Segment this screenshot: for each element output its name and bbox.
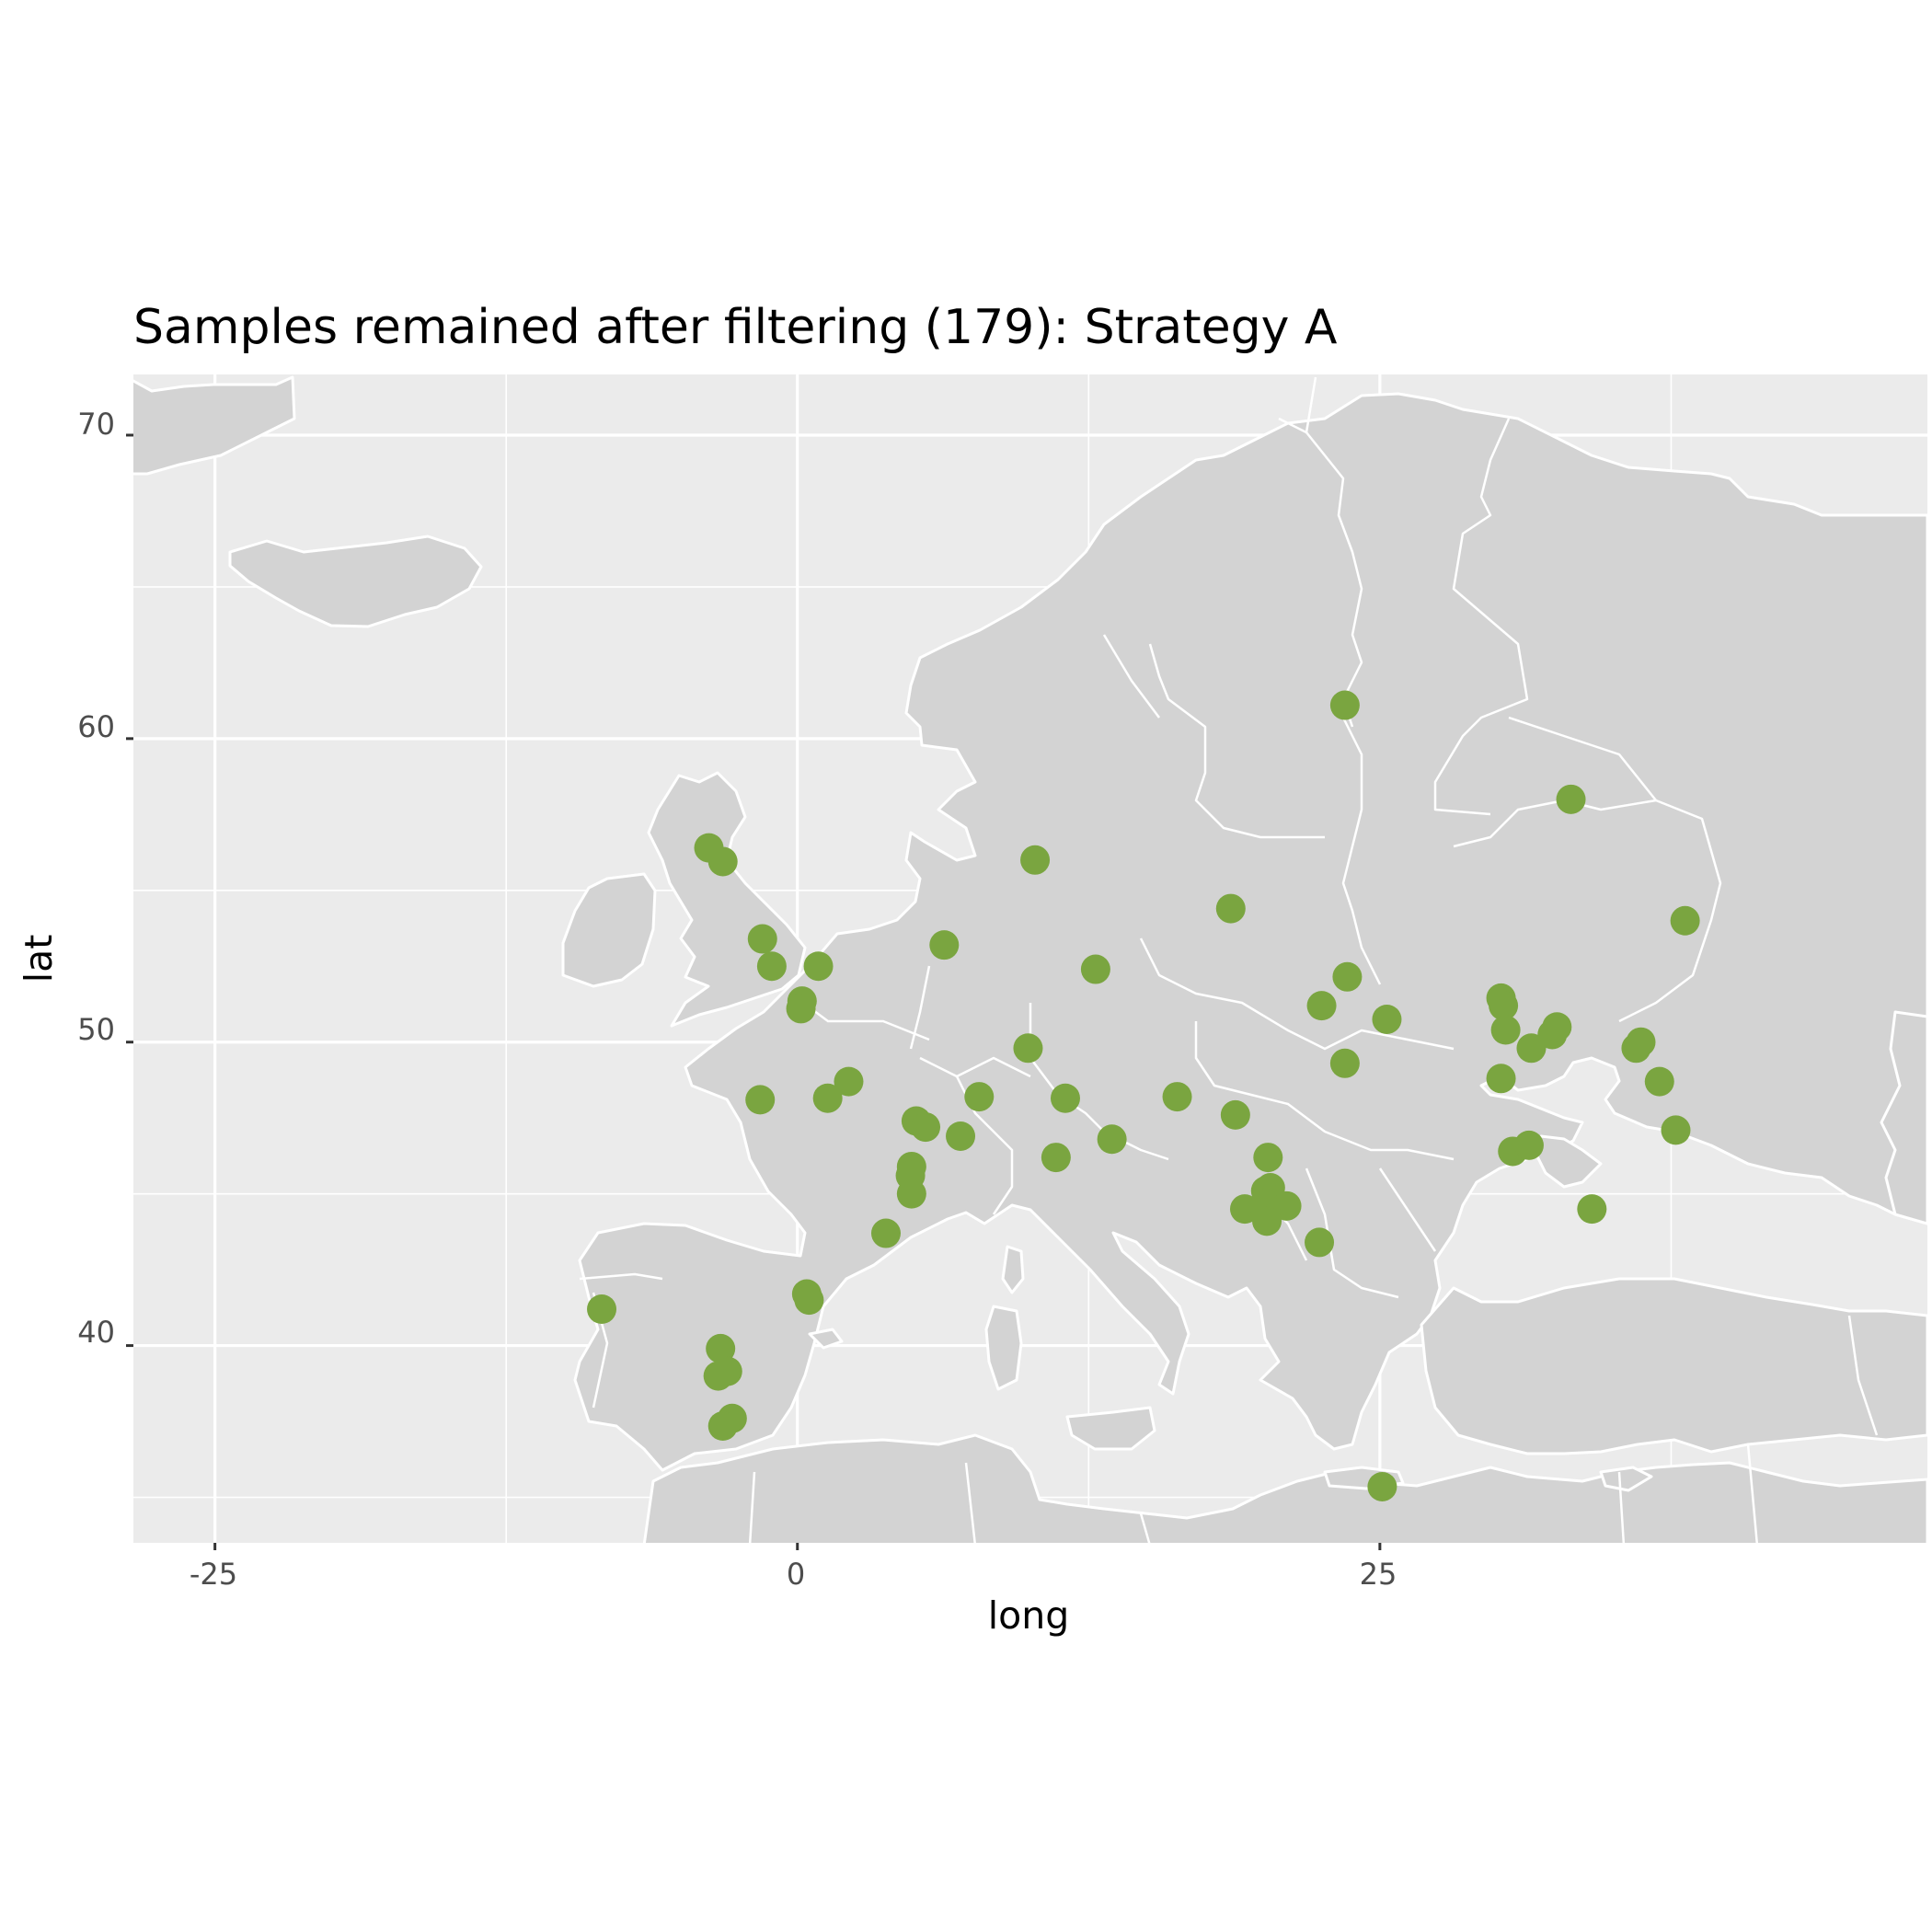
sample-point bbox=[964, 1082, 995, 1112]
sample-point bbox=[1041, 1143, 1071, 1173]
caspian-east-landmass bbox=[1880, 1010, 1927, 1225]
sample-point bbox=[870, 1218, 901, 1248]
sample-point bbox=[1626, 1027, 1656, 1057]
plot-panel bbox=[133, 374, 1927, 1543]
ireland-landmass bbox=[561, 872, 657, 988]
sample-point bbox=[1253, 1143, 1283, 1173]
sample-point bbox=[1486, 1064, 1516, 1094]
iceland-landmass bbox=[228, 535, 483, 628]
sample-point bbox=[1020, 845, 1051, 875]
sample-point bbox=[1305, 1227, 1335, 1258]
sample-point bbox=[707, 1411, 738, 1441]
sample-point bbox=[1329, 690, 1360, 720]
sample-point bbox=[1306, 991, 1337, 1021]
sample-point bbox=[756, 951, 787, 982]
x-tick-label-25: 25 bbox=[1360, 1557, 1397, 1592]
sample-point bbox=[834, 1066, 864, 1097]
sample-point bbox=[712, 1356, 742, 1386]
sample-point bbox=[803, 951, 834, 982]
sample-point bbox=[587, 1294, 617, 1324]
north-africa-landmass bbox=[642, 1433, 1927, 1543]
sample-point bbox=[786, 994, 816, 1024]
sample-point bbox=[1577, 1194, 1607, 1225]
sample-point bbox=[1329, 1048, 1360, 1078]
country-borders bbox=[579, 376, 1879, 1543]
greenland-landmass bbox=[133, 375, 296, 476]
sample-point bbox=[1372, 1004, 1402, 1034]
sample-point bbox=[745, 1085, 776, 1115]
x-tick-label--25: -25 bbox=[190, 1557, 237, 1592]
sample-point bbox=[1332, 961, 1363, 992]
sample-points bbox=[587, 690, 1700, 1501]
balearic-islands bbox=[808, 1328, 844, 1350]
y-axis-title: lat bbox=[17, 935, 61, 983]
x-axis-title: long bbox=[988, 1593, 1070, 1638]
y-tick-label-50: 50 bbox=[77, 1012, 115, 1047]
sample-point bbox=[812, 1083, 843, 1113]
sample-point bbox=[1252, 1206, 1282, 1236]
corsica-island bbox=[1001, 1245, 1025, 1294]
y-tick-label-70: 70 bbox=[77, 407, 115, 442]
sample-point bbox=[1661, 1115, 1691, 1145]
y-tick-label-60: 60 bbox=[77, 709, 115, 744]
sample-point bbox=[1670, 905, 1700, 936]
x-axis: -25 0 25 bbox=[190, 1543, 1397, 1592]
sample-point bbox=[1080, 954, 1110, 984]
sample-point bbox=[1556, 784, 1586, 814]
x-tick-label-0: 0 bbox=[787, 1557, 805, 1592]
sample-point bbox=[1513, 1130, 1544, 1160]
y-tick-marks bbox=[126, 433, 133, 1348]
sample-point bbox=[1490, 1015, 1521, 1045]
chart-title: Samples remained after filtering (179): … bbox=[133, 300, 1338, 355]
y-axis: 40 50 60 70 bbox=[77, 407, 133, 1350]
sample-point bbox=[1542, 1012, 1572, 1042]
sample-point bbox=[707, 846, 738, 877]
sicily-island bbox=[1065, 1406, 1156, 1451]
sample-point bbox=[1516, 1033, 1547, 1064]
sample-point bbox=[1489, 991, 1519, 1021]
x-tick-marks bbox=[213, 1543, 1382, 1550]
y-tick-label-40: 40 bbox=[77, 1315, 115, 1350]
sample-point bbox=[1050, 1083, 1080, 1113]
sample-point bbox=[1215, 893, 1246, 924]
sample-point bbox=[896, 1179, 926, 1209]
sample-point bbox=[1644, 1066, 1674, 1097]
sardinia-island bbox=[984, 1305, 1023, 1391]
sample-point bbox=[1220, 1099, 1250, 1130]
sample-point bbox=[1097, 1124, 1127, 1155]
sample-point bbox=[747, 924, 777, 954]
sample-point bbox=[1162, 1082, 1192, 1112]
cyprus-island bbox=[1599, 1466, 1653, 1492]
sample-point bbox=[1013, 1033, 1043, 1064]
sample-point bbox=[794, 1285, 824, 1316]
crimea-landmass bbox=[1535, 1134, 1603, 1189]
sample-point bbox=[706, 1333, 736, 1363]
anatolia-landmass bbox=[1420, 1277, 1927, 1455]
sample-point bbox=[946, 1121, 976, 1151]
sample-point bbox=[911, 1112, 941, 1143]
sample-point bbox=[1367, 1471, 1397, 1501]
sample-point bbox=[929, 930, 960, 960]
